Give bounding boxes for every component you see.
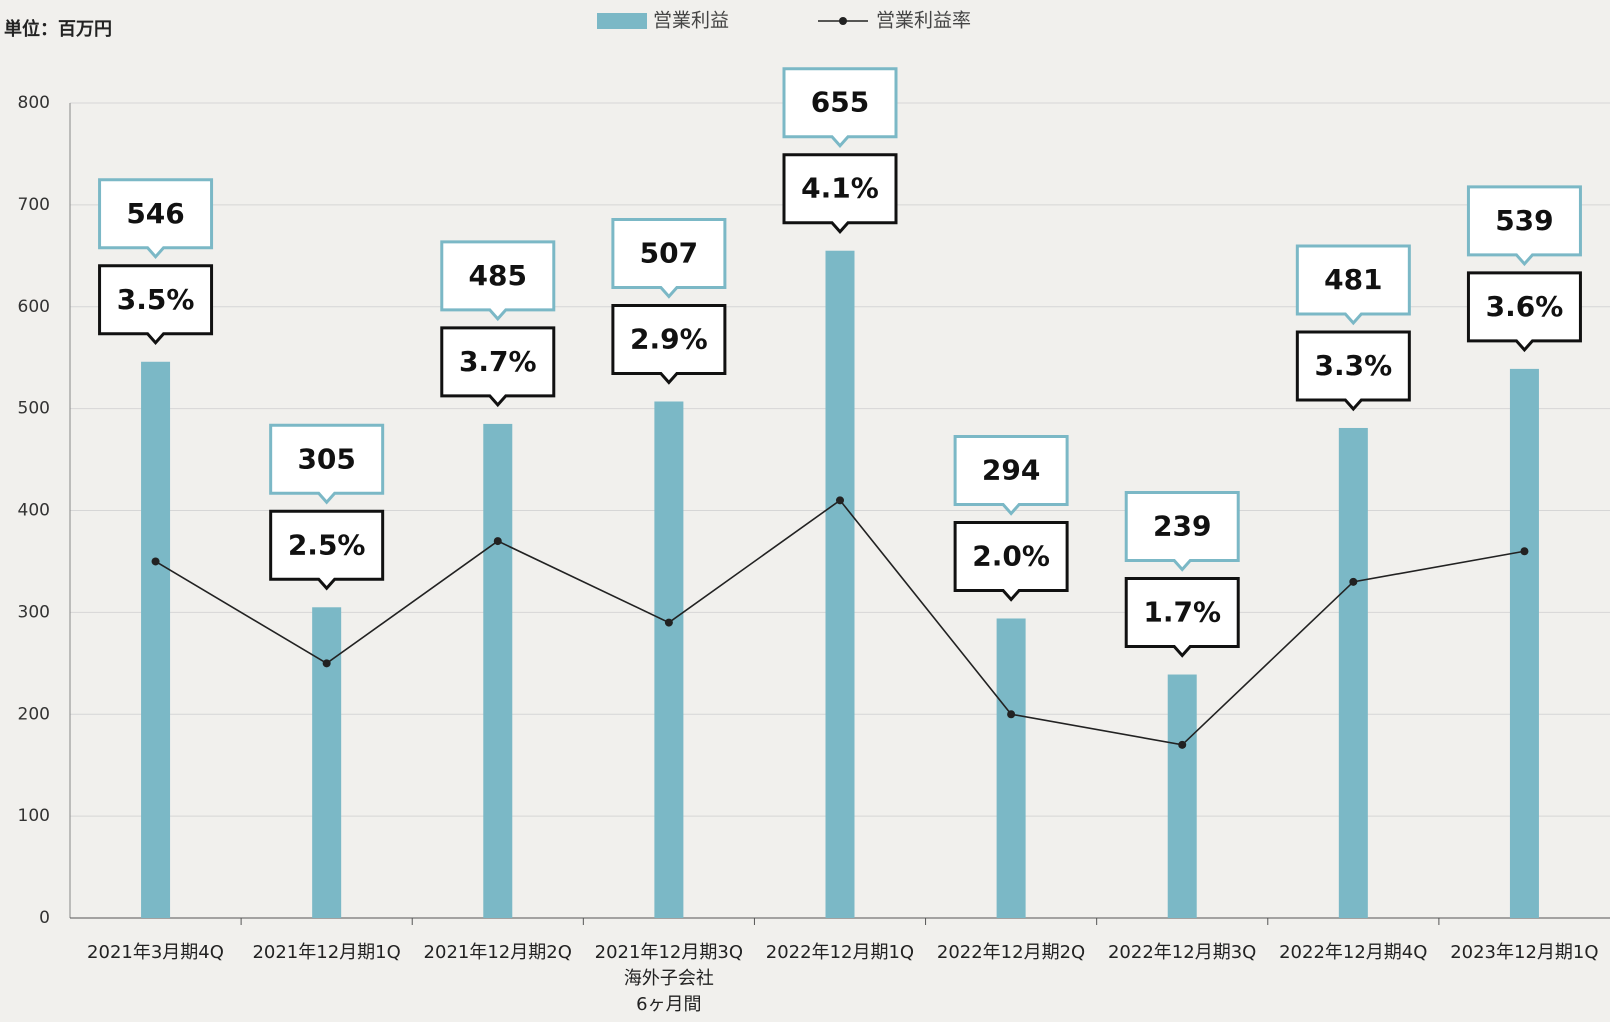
line-marker — [322, 659, 331, 668]
bar — [1509, 368, 1539, 918]
rate-label: 4.1% — [801, 172, 879, 205]
value-label: 485 — [469, 259, 527, 292]
rate-label: 2.5% — [288, 528, 366, 561]
x-tick-label: 2022年12月期4Q — [1279, 942, 1428, 963]
rate-label: 3.7% — [459, 345, 537, 378]
line-marker — [493, 537, 502, 546]
value-label-box — [611, 217, 727, 299]
x-tick-label: 2021年3月期4Q — [87, 942, 224, 963]
line-marker — [664, 618, 673, 627]
bar — [483, 423, 513, 918]
x-tick-label: 2022年12月期3Q — [1107, 942, 1257, 963]
legend-swatch — [597, 13, 647, 29]
bar — [996, 618, 1026, 918]
unit-label: 単位：百万円 — [4, 18, 112, 40]
y-tick-label: 400 — [18, 501, 50, 521]
bar — [654, 401, 684, 918]
rate-label: 2.9% — [630, 322, 708, 355]
x-tick-label: 2021年12月期2Q — [423, 942, 572, 963]
x-tick-label: 2022年12月期2Q — [936, 942, 1086, 963]
legend-marker — [839, 17, 847, 25]
value-label: 507 — [640, 236, 698, 269]
value-label: 239 — [1153, 510, 1211, 543]
rate-label-box — [782, 153, 898, 234]
line-marker — [151, 557, 160, 566]
rate-label-box — [269, 509, 385, 591]
y-tick-label: 0 — [39, 908, 50, 928]
y-tick-label: 100 — [18, 806, 50, 826]
bar — [825, 250, 855, 918]
line-marker — [836, 496, 844, 505]
rate-label-box — [440, 326, 556, 408]
y-tick-label: 800 — [18, 93, 50, 113]
rate-label-box — [98, 264, 214, 346]
rate-label: 3.3% — [1315, 349, 1393, 382]
value-label-box — [98, 178, 214, 260]
y-tick-label: 500 — [18, 399, 50, 419]
value-label-box — [1466, 185, 1582, 267]
value-label: 294 — [982, 453, 1040, 486]
value-label-box — [953, 434, 1069, 516]
rate-label-box — [611, 303, 727, 385]
value-label-box — [440, 240, 556, 322]
bar — [1338, 427, 1368, 918]
x-tick-label: 2023年12月期1Q — [1450, 942, 1599, 963]
x-tick-label: 2021年12月期1Q — [252, 942, 401, 963]
legend-label: 営業利益 — [653, 10, 729, 32]
y-tick-label: 600 — [18, 297, 50, 317]
value-label: 539 — [1495, 204, 1553, 237]
value-label-box — [269, 423, 385, 505]
bar — [312, 607, 342, 918]
rate-label: 3.5% — [117, 283, 195, 316]
value-label: 546 — [126, 197, 184, 230]
value-label-box — [782, 67, 898, 148]
y-tick-label: 700 — [18, 195, 50, 215]
rate-label-box — [953, 520, 1069, 602]
line-marker — [1007, 710, 1016, 719]
value-label: 305 — [297, 442, 355, 475]
legend-label: 営業利益率 — [876, 10, 971, 32]
line-marker — [1520, 547, 1529, 556]
x-tick-label: 2021年12月期3Q 海外子会社 6ヶ月間 — [594, 942, 743, 1015]
value-label: 655 — [811, 86, 869, 119]
value-label: 481 — [1324, 263, 1382, 296]
value-label-box — [1295, 244, 1411, 326]
rate-label-box — [1295, 330, 1411, 412]
rate-label: 3.6% — [1486, 290, 1564, 323]
line-marker — [1349, 577, 1358, 586]
x-tick-label: 2022年12月期1Q — [765, 942, 915, 963]
value-label-box — [1124, 491, 1240, 572]
rate-label-box — [1466, 271, 1582, 353]
bar — [1167, 674, 1197, 918]
line-marker — [1178, 740, 1187, 749]
bar — [141, 361, 171, 918]
rate-label: 2.0% — [972, 539, 1050, 572]
y-tick-label: 200 — [18, 704, 50, 724]
rate-label-box — [1124, 577, 1240, 658]
y-tick-label: 300 — [18, 602, 50, 622]
rate-label: 1.7% — [1143, 596, 1221, 629]
